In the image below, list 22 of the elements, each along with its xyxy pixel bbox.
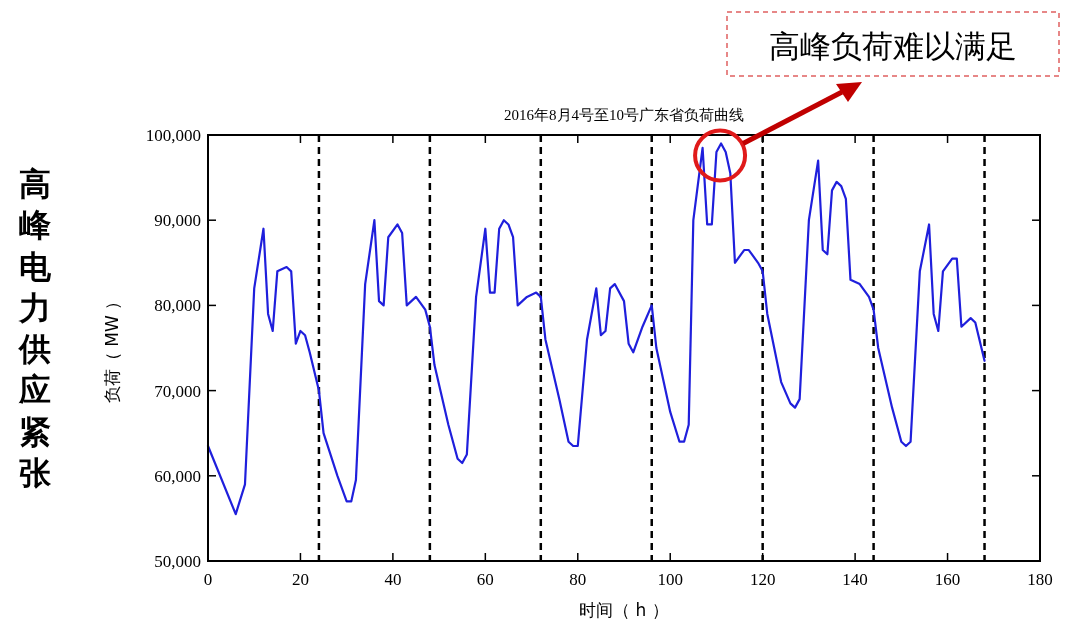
x-tick-label: 100 [657,570,683,589]
chart-title: 2016年8月4号至10号广东省负荷曲线 [504,107,744,123]
x-tick-label: 60 [476,570,494,589]
callout-box: 高峰负荷难以满足 [726,11,1060,77]
y-tick-label: 80,000 [154,296,201,316]
x-tick-label: 120 [749,570,776,589]
x-tick-label: 20 [291,570,309,589]
x-tick-label: 0 [203,570,213,589]
y-tick-label: 50,000 [154,552,201,571]
x-tick-label: 140 [842,570,868,589]
side-note: 高峰电力供应紧张 [19,165,51,492]
y-tick-label: 70,000 [154,381,201,401]
y-tick-label: 90,000 [154,211,201,231]
x-axis-title: 时间（ h ） [579,600,669,620]
y-axis-title: 负荷（ MW ） [102,292,122,404]
x-tick-label: 160 [934,570,961,589]
annotation: 高峰负荷难以满足 [769,28,1017,64]
x-tick-label: 80 [569,570,587,589]
y-tick-label: 100,000 [145,126,201,145]
x-tick-label: 180 [1027,570,1053,589]
y-tick-label: 60,000 [154,466,201,486]
x-tick-label: 40 [384,570,402,589]
